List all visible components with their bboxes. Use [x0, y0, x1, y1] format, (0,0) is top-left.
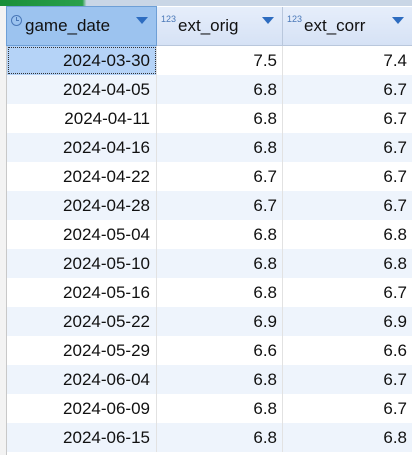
cell-game-date[interactable]: 2024-03-30: [6, 45, 157, 75]
numeric-type-icon: 123: [287, 13, 303, 24]
cell-game-date[interactable]: 2024-05-29: [6, 336, 157, 365]
column-header-ext-corr[interactable]: 123 ext_corr: [282, 6, 412, 46]
table-row[interactable]: 2024-05-22 6.9 6.9: [6, 307, 412, 336]
header-row: game_date 123 ext_orig 123 ext_corr: [6, 6, 412, 46]
cell-ext-corr[interactable]: 6.7: [282, 75, 412, 104]
cell-ext-orig[interactable]: 6.9: [156, 307, 283, 336]
numeric-type-icon: 123: [161, 13, 177, 24]
table-row[interactable]: 2024-05-10 6.8 6.8: [6, 249, 412, 278]
cell-ext-orig[interactable]: 6.8: [156, 104, 283, 133]
cell-game-date[interactable]: 2024-04-22: [6, 162, 157, 191]
cell-ext-corr[interactable]: 6.9: [282, 307, 412, 336]
cell-ext-corr[interactable]: 6.7: [282, 162, 412, 191]
chevron-down-icon[interactable]: [262, 16, 274, 24]
cell-ext-corr[interactable]: 6.7: [282, 394, 412, 423]
cell-ext-corr[interactable]: 7.4: [282, 45, 412, 75]
column-header-ext-orig[interactable]: 123 ext_orig: [156, 6, 283, 46]
table-row[interactable]: 2024-04-28 6.7 6.7: [6, 191, 412, 220]
chevron-down-icon[interactable]: [392, 16, 404, 24]
table-row[interactable]: 2024-04-11 6.8 6.7: [6, 104, 412, 133]
cell-game-date[interactable]: 2024-04-11: [6, 104, 157, 133]
table-body: 2024-03-30 7.5 7.4 2024-04-05 6.8 6.7 2024-04-…: [6, 45, 412, 452]
cell-game-date[interactable]: 2024-04-05: [6, 75, 157, 104]
chevron-down-icon[interactable]: [136, 17, 148, 24]
cell-game-date[interactable]: 2024-05-22: [6, 307, 157, 336]
cell-ext-corr[interactable]: 6.8: [282, 220, 412, 249]
cell-ext-corr[interactable]: 6.7: [282, 133, 412, 162]
cell-ext-corr[interactable]: 6.8: [282, 423, 412, 452]
column-header-label: game_date: [25, 16, 111, 35]
cell-ext-orig[interactable]: 6.6: [156, 336, 283, 365]
cell-ext-orig[interactable]: 6.7: [156, 162, 283, 191]
table-row[interactable]: 2024-05-29 6.6 6.6: [6, 336, 412, 365]
cell-game-date[interactable]: 2024-05-04: [6, 220, 157, 249]
clock-icon: [11, 15, 22, 26]
cell-ext-orig[interactable]: 6.8: [156, 249, 283, 278]
cell-game-date[interactable]: 2024-05-10: [6, 249, 157, 278]
cell-game-date[interactable]: 2024-04-16: [6, 133, 157, 162]
column-header-label: ext_orig: [178, 15, 239, 35]
cell-ext-corr[interactable]: 6.7: [282, 104, 412, 133]
column-header-game-date[interactable]: game_date: [6, 6, 157, 46]
cell-ext-corr[interactable]: 6.7: [282, 365, 412, 394]
cell-ext-orig[interactable]: 6.8: [156, 220, 283, 249]
cell-game-date[interactable]: 2024-05-16: [6, 278, 157, 307]
cell-game-date[interactable]: 2024-06-15: [6, 423, 157, 452]
table-row[interactable]: 2024-05-04 6.8 6.8: [6, 220, 412, 249]
table-row[interactable]: 2024-04-16 6.8 6.7: [6, 133, 412, 162]
table-row[interactable]: 2024-05-16 6.8 6.7: [6, 278, 412, 307]
cell-ext-corr[interactable]: 6.7: [282, 278, 412, 307]
cell-ext-orig[interactable]: 6.8: [156, 75, 283, 104]
top-toolbar-strip: [0, 0, 412, 6]
table-row[interactable]: 2024-04-05 6.8 6.7: [6, 75, 412, 104]
column-header-label: ext_corr: [304, 15, 366, 35]
data-table: game_date 123 ext_orig 123 ext_corr: [6, 6, 412, 452]
cell-ext-orig[interactable]: 6.8: [156, 394, 283, 423]
table-row[interactable]: 2024-06-04 6.8 6.7: [6, 365, 412, 394]
table-row[interactable]: 2024-03-30 7.5 7.4: [6, 45, 412, 75]
table-row[interactable]: 2024-04-22 6.7 6.7: [6, 162, 412, 191]
cell-ext-orig[interactable]: 7.5: [156, 45, 283, 75]
cell-ext-orig[interactable]: 6.8: [156, 365, 283, 394]
cell-ext-corr[interactable]: 6.6: [282, 336, 412, 365]
cell-ext-orig[interactable]: 6.8: [156, 133, 283, 162]
cell-game-date[interactable]: 2024-06-04: [6, 365, 157, 394]
table-row[interactable]: 2024-06-09 6.8 6.7: [6, 394, 412, 423]
cell-ext-corr[interactable]: 6.8: [282, 249, 412, 278]
cell-ext-corr[interactable]: 6.7: [282, 191, 412, 220]
table-row[interactable]: 2024-06-15 6.8 6.8: [6, 423, 412, 452]
cell-ext-orig[interactable]: 6.8: [156, 423, 283, 452]
cell-game-date[interactable]: 2024-06-09: [6, 394, 157, 423]
cell-game-date[interactable]: 2024-04-28: [6, 191, 157, 220]
cell-ext-orig[interactable]: 6.7: [156, 191, 283, 220]
cell-ext-orig[interactable]: 6.8: [156, 278, 283, 307]
